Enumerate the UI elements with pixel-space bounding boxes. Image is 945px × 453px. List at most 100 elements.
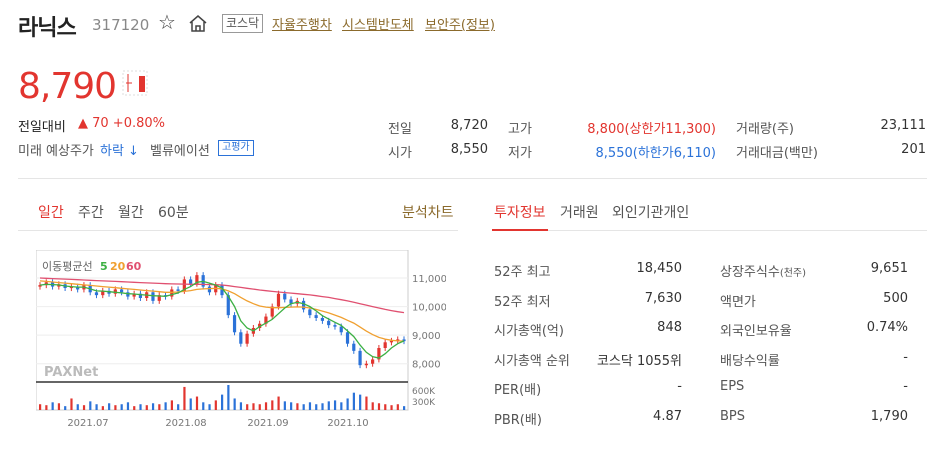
volume-bar xyxy=(283,401,286,410)
candle-body xyxy=(220,285,224,296)
volume-bar xyxy=(214,400,217,410)
volume-bar xyxy=(45,405,48,410)
valuation-badge[interactable]: 고평가 xyxy=(218,140,254,156)
invest-value: - xyxy=(677,379,682,394)
invest-label: PER(배) xyxy=(494,383,542,398)
invest-value: 848 xyxy=(657,320,682,335)
quote-value: 23,111 xyxy=(880,118,927,133)
theme-link-1[interactable]: 시스템반도체 xyxy=(342,18,414,33)
volume-bar xyxy=(377,403,381,410)
y-tick-label: 8,000 xyxy=(412,360,441,371)
volume-bar xyxy=(290,402,293,410)
candle-body xyxy=(69,286,73,289)
candle-body xyxy=(352,343,356,351)
y-tick-label: 10,000 xyxy=(412,303,446,314)
invest-label-text: 액면가 xyxy=(720,294,756,310)
theme-link-2[interactable]: 보안주(정보) xyxy=(425,18,495,33)
candle-body xyxy=(301,300,306,310)
candle-body xyxy=(101,290,105,296)
tab-60min[interactable]: 60분 xyxy=(158,205,189,221)
volume-bar xyxy=(82,405,86,410)
volume-bar xyxy=(170,400,173,410)
watermark: PAXNet xyxy=(44,365,98,380)
tab-investment-info[interactable]: 투자정보 xyxy=(494,205,546,221)
volume-bar xyxy=(271,400,274,410)
quote-label: 고가 xyxy=(508,122,532,137)
invest-value: - xyxy=(903,349,908,365)
volume-bar xyxy=(51,402,54,410)
volume-bar xyxy=(365,396,368,410)
ma60-line xyxy=(39,277,405,314)
candle-body xyxy=(364,363,368,366)
ma5-line xyxy=(39,280,405,359)
invest-label-text: 외국인보유율 xyxy=(720,324,792,339)
favorite-star-icon[interactable]: ☆ xyxy=(158,10,176,34)
analysis-chart-link[interactable]: 분석차트 xyxy=(402,205,454,221)
chart-frame xyxy=(36,250,409,411)
candle-body xyxy=(76,286,80,290)
volume-bar xyxy=(346,398,349,410)
volume-bar xyxy=(390,405,393,410)
volume-bar xyxy=(64,406,67,410)
volume-bar xyxy=(89,401,92,410)
y-tick-label: 9,000 xyxy=(412,331,441,342)
candle-body xyxy=(358,350,362,366)
tab-monthly[interactable]: 월간 xyxy=(118,205,144,221)
candle-body xyxy=(195,275,199,284)
volume-bar xyxy=(114,405,117,410)
quote-value: 8,550(하한가6,110) xyxy=(595,146,716,161)
volume-bar xyxy=(264,402,268,410)
info-tab-active-indicator xyxy=(492,229,548,231)
invest-value: 코스닥 1055위 xyxy=(596,353,682,369)
invest-label-text: 배당수익률 xyxy=(720,353,780,369)
candle-body xyxy=(396,339,400,341)
volume-bar xyxy=(321,403,324,410)
invest-value: 1,790 xyxy=(870,408,908,424)
invest-value: 7,630 xyxy=(644,290,682,306)
volume-bar xyxy=(352,392,355,410)
volume-bar xyxy=(340,402,343,410)
volume-bar xyxy=(139,404,142,410)
tab-foreign-institution[interactable]: 외인기관개인 xyxy=(612,205,690,221)
x-tick-label: 2021.08 xyxy=(165,418,206,429)
legend-label: 이동평균선 xyxy=(42,260,93,273)
volume-bar xyxy=(371,402,374,410)
invest-label: 52주 최고 xyxy=(494,265,551,280)
candle-body xyxy=(157,295,161,301)
candle-body xyxy=(264,316,268,324)
tab-daily[interactable]: 일간 xyxy=(38,205,64,221)
candle-body xyxy=(270,306,274,317)
candle-body xyxy=(151,292,155,301)
chart-tab-underline xyxy=(18,230,458,231)
candle-body xyxy=(138,293,143,298)
volume-bar xyxy=(183,386,186,410)
volume-bar xyxy=(101,406,104,410)
tab-brokers[interactable]: 거래원 xyxy=(560,205,599,221)
home-icon[interactable] xyxy=(188,14,208,32)
invest-label-text: EPS xyxy=(720,379,745,394)
volume-bar xyxy=(396,404,399,410)
tab-weekly[interactable]: 주간 xyxy=(78,205,104,221)
candle-body xyxy=(94,292,99,296)
vol-tick-label: 300K xyxy=(412,398,436,408)
theme-link-0[interactable]: 자율주행차 xyxy=(272,18,332,33)
candle-body xyxy=(339,326,343,333)
quote-value: 8,800(상한가11,300) xyxy=(587,122,716,137)
invest-unit: (천주) xyxy=(779,268,807,279)
candle-body xyxy=(182,279,186,291)
vol-tick-label: 600K xyxy=(412,387,436,397)
invest-label: 외국인보유율 xyxy=(720,320,792,339)
quote-label: 시가 xyxy=(388,146,412,161)
volume-bar xyxy=(246,404,249,410)
x-tick-label: 2021.10 xyxy=(327,418,368,429)
invest-value: 500 xyxy=(883,290,908,306)
invest-label: 배당수익률 xyxy=(720,350,780,369)
candle-body xyxy=(245,333,249,344)
invest-label: 시가총액 순위 xyxy=(494,353,570,369)
candle-body xyxy=(239,332,243,344)
candle-body xyxy=(389,340,394,343)
legend-ma5: 5 xyxy=(100,260,108,273)
quote-label: 거래량(주) xyxy=(736,122,794,137)
candle-body xyxy=(170,289,174,297)
